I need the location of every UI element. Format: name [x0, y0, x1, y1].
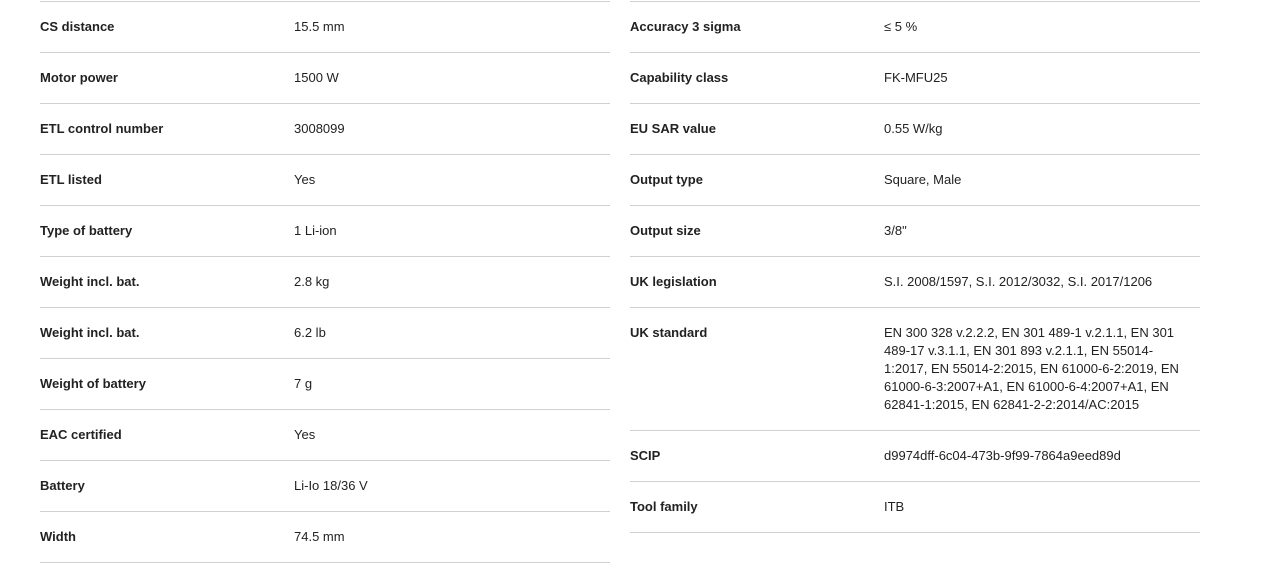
- spec-label: ETL control number: [40, 121, 164, 136]
- spec-label: UK standard: [630, 325, 708, 340]
- spec-label: Width: [40, 529, 76, 544]
- spec-value: FK-MFU25: [884, 70, 948, 85]
- spec-row: Width 74.5 mm: [40, 512, 610, 563]
- spec-label: Motor power: [40, 70, 118, 85]
- spec-value: 6.2 lb: [294, 325, 326, 340]
- spec-label: Weight incl. bat.: [40, 274, 140, 289]
- spec-row: ETL listed Yes: [40, 155, 610, 206]
- spec-row: SCIP d9974dff-6c04-473b-9f99-7864a9eed89d: [630, 431, 1200, 482]
- spec-row: Weight incl. bat. 6.2 lb: [40, 308, 610, 359]
- spec-label: Type of battery: [40, 223, 133, 238]
- spec-label: ETL listed: [40, 172, 102, 187]
- spec-value: 3008099: [294, 121, 345, 136]
- spec-row: Weight of battery 7 g: [40, 359, 610, 410]
- spec-value: S.I. 2008/1597, S.I. 2012/3032, S.I. 201…: [884, 274, 1153, 289]
- spec-label: Capability class: [630, 70, 729, 85]
- spec-label: EAC certified: [40, 427, 122, 442]
- spec-label: Accuracy 3 sigma: [630, 19, 741, 34]
- spec-label: Weight incl. bat.: [40, 325, 140, 340]
- spec-row: EAC certified Yes: [40, 410, 610, 461]
- spec-value: Yes: [294, 172, 316, 187]
- spec-value: Yes: [294, 427, 316, 442]
- spec-value: 2.8 kg: [294, 274, 330, 289]
- spec-value: 7 g: [294, 376, 313, 391]
- spec-value: 15.5 mm: [294, 19, 345, 34]
- spec-value: 1500 W: [294, 70, 339, 85]
- spec-row: UK standard EN 300 328 v.2.2.2, EN 301 48…: [630, 308, 1200, 431]
- spec-value: 3/8": [884, 223, 907, 238]
- spec-row: Accuracy 3 sigma ≤ 5 %: [630, 2, 1200, 53]
- spec-row: CS distance 15.5 mm: [40, 2, 610, 53]
- spec-value: d9974dff-6c04-473b-9f99-7864a9eed89d: [884, 448, 1121, 463]
- spec-row: Weight incl. bat. 2.8 kg: [40, 257, 610, 308]
- spec-row: Tool family ITB: [630, 482, 1200, 533]
- spec-value: ITB: [884, 499, 905, 514]
- spec-label: CS distance: [40, 19, 115, 34]
- spec-label: EU SAR value: [630, 121, 716, 136]
- spec-label: Battery: [40, 478, 85, 493]
- spec-value: ≤ 5 %: [884, 19, 918, 34]
- spec-value: 0.55 W/kg: [884, 121, 943, 136]
- spec-value: 1 Li-ion: [294, 223, 337, 238]
- specs-table-left: CS distance 15.5 mm Motor power 1500 W ETL c…: [40, 1, 610, 563]
- spec-label: Output type: [630, 172, 703, 187]
- spec-value: EN 300 328 v.2.2.2, EN 301 489-1 v.2.1.1…: [884, 325, 1179, 412]
- spec-value: 74.5 mm: [294, 529, 345, 544]
- spec-value: Square, Male: [884, 172, 962, 187]
- spec-label: UK legislation: [630, 274, 717, 289]
- spec-label: SCIP: [630, 448, 661, 463]
- spec-label: Output size: [630, 223, 701, 238]
- spec-row: Motor power 1500 W: [40, 53, 610, 104]
- spec-label: Weight of battery: [40, 376, 146, 391]
- spec-value: Li-Io 18/36 V: [294, 478, 368, 493]
- spec-row: Type of battery 1 Li-ion: [40, 206, 610, 257]
- spec-row: UK legislation S.I. 2008/1597, S.I. 2012/…: [630, 257, 1200, 308]
- spec-row: Battery Li-Io 18/36 V: [40, 461, 610, 512]
- spec-row: Output type Square, Male: [630, 155, 1200, 206]
- specs-table-right: Accuracy 3 sigma ≤ 5 % Capability class FK-…: [630, 1, 1200, 533]
- spec-row: EU SAR value 0.55 W/kg: [630, 104, 1200, 155]
- spec-row: ETL control number 3008099: [40, 104, 610, 155]
- spec-row: Output size 3/8": [630, 206, 1200, 257]
- spec-label: Tool family: [630, 499, 698, 514]
- spec-row: Capability class FK-MFU25: [630, 53, 1200, 104]
